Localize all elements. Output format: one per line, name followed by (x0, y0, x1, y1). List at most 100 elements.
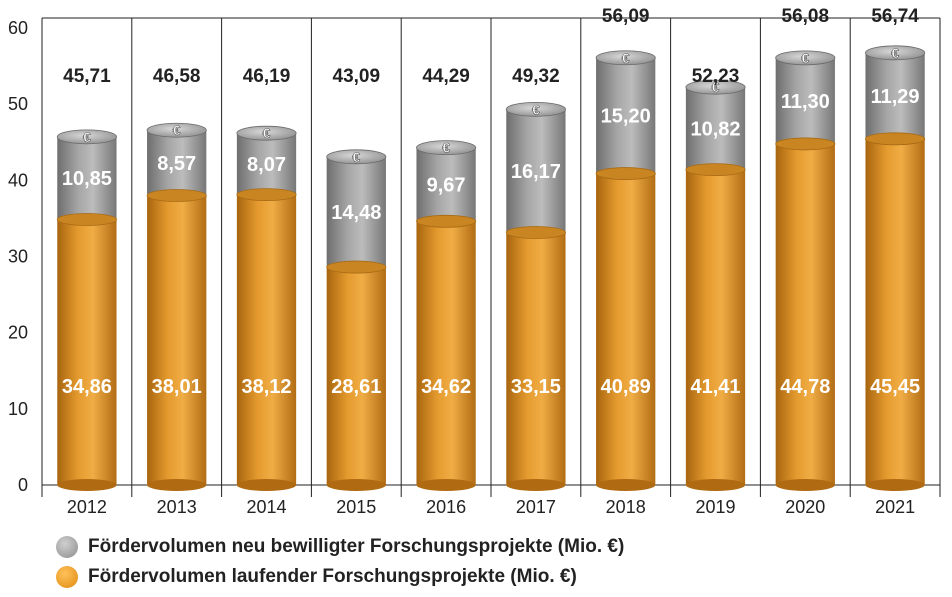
value-label-new: 8,07 (247, 154, 286, 176)
bar-top-cap (685, 79, 746, 95)
value-label-running: 34,62 (421, 376, 471, 398)
x-tick-label: 2021 (875, 497, 915, 517)
euro-icon: € (83, 129, 91, 145)
bar-new (775, 57, 835, 144)
bar-running-base (326, 479, 386, 491)
bar-segment-boundary (505, 226, 566, 239)
bar-segment-boundary (416, 214, 477, 228)
bar-segment-boundary (685, 163, 746, 176)
bar-segment-boundary (236, 188, 297, 202)
total-label: 49,32 (512, 66, 560, 87)
euro-icon: € (442, 140, 450, 156)
bar-running-base (596, 479, 656, 491)
bar-new (236, 133, 297, 195)
x-tick-label: 2020 (785, 497, 825, 517)
bar-segment-boundary (146, 189, 207, 202)
bar-running (236, 194, 297, 486)
bar-top-cap (146, 122, 207, 138)
bar-new (865, 52, 925, 139)
value-label-running: 38,01 (152, 376, 202, 398)
total-label: 56,74 (871, 6, 919, 27)
bar-new (506, 109, 566, 233)
value-label-new: 8,57 (157, 153, 196, 175)
value-label-running: 28,61 (331, 376, 381, 398)
bar-running (416, 221, 476, 485)
x-tick-label: 2019 (695, 497, 735, 517)
legend-label-new: Fördervolumen neu bewilligter Forschungs… (88, 536, 625, 557)
bar-running-base (57, 479, 117, 491)
x-tick-label: 2015 (336, 497, 376, 517)
bar-segment-boundary (865, 132, 926, 146)
bar-running-base (147, 479, 207, 491)
y-tick-label: 20 (8, 323, 28, 343)
bar-segment-boundary (326, 260, 387, 274)
total-label: 56,08 (782, 6, 830, 27)
bar-top-cap (595, 50, 656, 66)
euro-icon: € (352, 149, 360, 165)
bar-new (416, 147, 476, 222)
bar-running (506, 232, 566, 485)
legend-item-new: Fördervolumen neu bewilligter Forschungs… (56, 532, 624, 562)
bar-running-base (416, 479, 476, 491)
bar-top-cap (416, 140, 477, 156)
total-label: 56,09 (602, 6, 650, 27)
x-tick-label: 2016 (426, 497, 466, 517)
value-label-new: 9,67 (427, 174, 466, 196)
legend-label-running: Fördervolumen laufender Forschungsprojek… (88, 566, 577, 587)
bar-new (685, 87, 746, 170)
y-tick-label: 60 (8, 18, 28, 38)
legend: Fördervolumen neu bewilligter Forschungs… (56, 532, 624, 592)
value-label-running: 38,12 (241, 376, 291, 398)
value-label-running: 33,15 (511, 376, 561, 398)
value-label-new: 16,17 (511, 161, 561, 183)
total-label: 52,23 (692, 66, 740, 87)
bar-running-base (236, 479, 297, 491)
euro-icon: € (532, 101, 540, 117)
bar-running (57, 219, 117, 485)
legend-swatch-orange (56, 566, 78, 588)
bar-top-cap (56, 129, 117, 145)
x-tick-label: 2013 (157, 497, 197, 517)
euro-icon: € (712, 79, 720, 95)
value-label-running: 44,78 (780, 376, 830, 398)
bar-top-cap (326, 149, 387, 165)
x-tick-label: 2018 (606, 497, 646, 517)
y-tick-label: 50 (8, 94, 28, 114)
value-label-new: 14,48 (331, 202, 381, 224)
bar-segment-boundary (595, 167, 656, 180)
y-tick-label: 0 (18, 475, 28, 495)
total-label: 45,71 (63, 66, 111, 87)
bar-running (865, 138, 925, 485)
euro-icon: € (173, 122, 181, 138)
value-label-new: 11,29 (871, 86, 920, 108)
bar-running-base (775, 479, 835, 491)
value-label-running: 45,45 (870, 376, 920, 398)
bar-running (326, 267, 386, 485)
value-label-new: 10,85 (62, 168, 112, 190)
bar-running-base (506, 479, 566, 491)
bar-new (57, 136, 117, 220)
bars: € € € € € € € € € € (56, 45, 926, 491)
euro-icon: € (622, 50, 630, 66)
bar-top-cap (236, 125, 297, 141)
legend-swatch-grey (56, 536, 78, 558)
total-label: 46,58 (153, 66, 201, 87)
bar-running-base (865, 479, 925, 491)
legend-item-running: Fördervolumen laufender Forschungsprojek… (56, 562, 624, 592)
x-tick-label: 2014 (246, 497, 286, 517)
bar-top-cap (505, 101, 566, 117)
value-label-running: 34,86 (62, 376, 112, 398)
y-tick-label: 10 (8, 399, 28, 419)
bar-running (775, 143, 835, 485)
bar-running (147, 195, 207, 486)
y-axis: 0 10 20 30 40 50 60 (8, 18, 28, 495)
euro-icon: € (891, 45, 899, 61)
value-label-running: 40,89 (601, 376, 651, 398)
bar-running (596, 173, 656, 485)
euro-icon: € (263, 125, 271, 141)
total-label: 46,19 (243, 66, 291, 87)
bar-segment-boundary (775, 137, 836, 151)
bar-top-cap (865, 45, 926, 61)
